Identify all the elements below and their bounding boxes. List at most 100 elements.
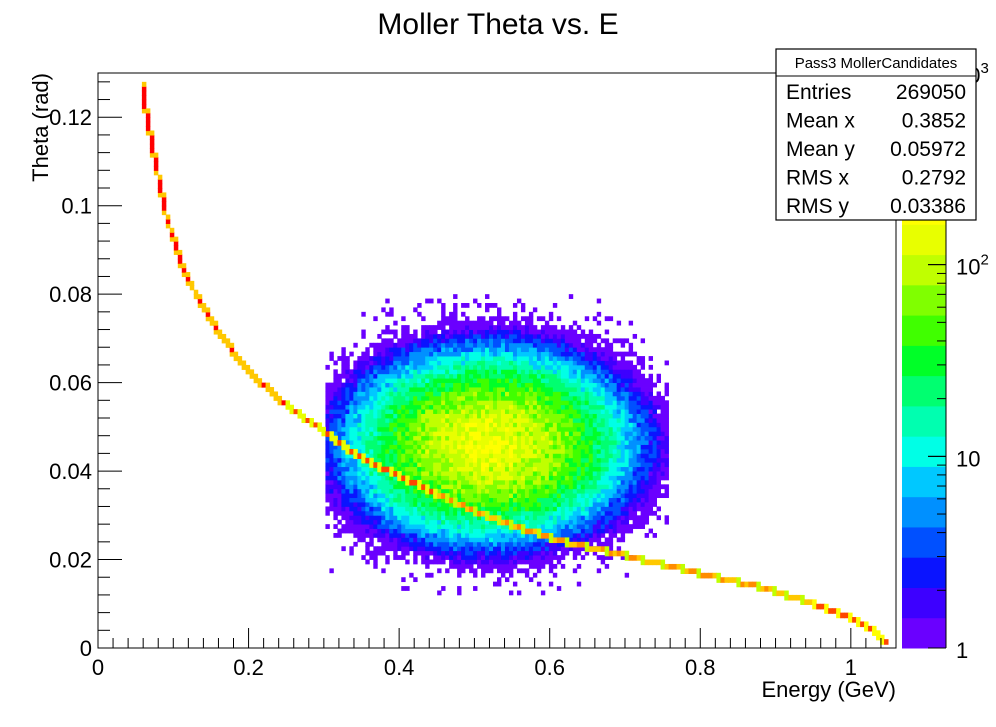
heatmap-cell <box>592 356 598 361</box>
heatmap-cell <box>485 497 490 503</box>
heatmap-cell <box>544 488 550 494</box>
heatmap-cell <box>580 453 586 459</box>
heatmap-cell <box>341 382 346 388</box>
heatmap-cell <box>461 497 466 503</box>
heatmap-cell <box>580 524 586 529</box>
heatmap-cell <box>349 479 354 485</box>
heatmap-cell <box>584 510 590 516</box>
heatmap-cell <box>536 435 542 441</box>
heatmap-cell <box>656 413 661 419</box>
heatmap-cell <box>429 413 434 419</box>
heatmap-cell <box>385 528 390 534</box>
heatmap-cell <box>568 333 574 339</box>
heatmap-cell <box>337 462 342 468</box>
heatmap-cell <box>604 471 610 476</box>
heatmap-cell <box>365 347 370 353</box>
heatmap-cell <box>552 444 558 450</box>
heatmap-cell <box>333 409 338 414</box>
heatmap-cell <box>644 488 650 494</box>
heatmap-cell <box>528 404 534 410</box>
heatmap-cell <box>576 360 582 366</box>
heatmap-cell <box>564 475 570 481</box>
heatmap-cell <box>377 431 382 437</box>
heatmap-cell <box>497 351 502 357</box>
heatmap-cell <box>612 387 618 392</box>
heatmap-cell <box>401 466 406 472</box>
heatmap-cell <box>365 510 370 516</box>
heatmap-cell <box>640 488 646 494</box>
heatmap-cell <box>369 475 374 481</box>
ridge-cell <box>213 329 219 335</box>
heatmap-cell <box>604 448 610 454</box>
heatmap-cell <box>389 457 394 463</box>
stats-box-frame <box>775 48 977 221</box>
heatmap-cell <box>560 484 566 490</box>
heatmap-cell <box>588 519 594 525</box>
heatmap-cell <box>341 351 346 357</box>
heatmap-cell <box>381 431 386 437</box>
heatmap-cell <box>389 378 394 384</box>
heatmap-cell <box>441 320 446 326</box>
heatmap-cell <box>544 431 550 437</box>
heatmap-cell <box>493 448 498 454</box>
ridge-cell <box>580 541 586 548</box>
heatmap-cell <box>381 528 386 534</box>
heatmap-cell <box>341 462 346 468</box>
heatmap-cell <box>560 382 566 388</box>
heatmap-cell <box>389 311 394 317</box>
heatmap-cell <box>437 418 442 423</box>
ridge-cell <box>664 563 670 570</box>
heatmap-cell <box>425 537 430 543</box>
heatmap-cell <box>429 448 434 454</box>
heatmap-cell <box>469 364 474 370</box>
heatmap-cell <box>544 382 550 388</box>
heatmap-cell <box>465 400 470 406</box>
heatmap-cell <box>608 387 614 392</box>
heatmap-cell <box>548 484 554 490</box>
heatmap-cell <box>620 356 626 361</box>
heatmap-cell <box>453 555 458 560</box>
heatmap-cell <box>644 453 650 459</box>
heatmap-cell <box>588 488 594 494</box>
heatmap-cell <box>648 440 654 445</box>
heatmap-cell <box>652 426 657 432</box>
heatmap-cell <box>457 418 462 423</box>
ridge-cell <box>497 515 502 521</box>
heatmap-cell <box>528 325 534 330</box>
heatmap-cell <box>361 484 366 490</box>
heatmap-cell <box>652 440 657 445</box>
heatmap-cell <box>520 506 526 512</box>
heatmap-cell <box>576 351 582 357</box>
heatmap-cell <box>445 347 450 353</box>
heatmap-cell <box>528 351 534 357</box>
ridge-cell <box>157 192 163 198</box>
heatmap-cell <box>373 378 378 384</box>
heatmap-cell <box>493 329 498 335</box>
heatmap-cell <box>596 466 602 472</box>
heatmap-cell <box>477 356 482 361</box>
heatmap-cell <box>393 373 398 379</box>
heatmap-cell <box>572 506 578 512</box>
heatmap-cell <box>620 391 626 397</box>
heatmap-cell <box>504 453 510 459</box>
heatmap-cell <box>596 395 602 401</box>
heatmap-cell <box>469 528 474 534</box>
heatmap-cell <box>437 568 442 574</box>
heatmap-cell <box>489 333 494 339</box>
heatmap-cell <box>369 404 374 410</box>
heatmap-cell <box>612 453 618 459</box>
heatmap-cell <box>461 440 466 445</box>
heatmap-cell <box>377 537 382 543</box>
heatmap-cell <box>500 382 506 388</box>
heatmap-cell <box>608 378 614 384</box>
heatmap-cell <box>389 475 394 481</box>
heatmap-cell <box>417 471 422 476</box>
heatmap-cell <box>337 431 342 437</box>
ridge-cell <box>544 533 550 539</box>
heatmap-cell <box>512 563 518 569</box>
heatmap-cell <box>365 378 370 384</box>
heatmap-cell <box>449 444 454 450</box>
heatmap-cell <box>389 519 394 525</box>
heatmap-cell <box>624 404 630 410</box>
heatmap-cell <box>337 391 342 397</box>
